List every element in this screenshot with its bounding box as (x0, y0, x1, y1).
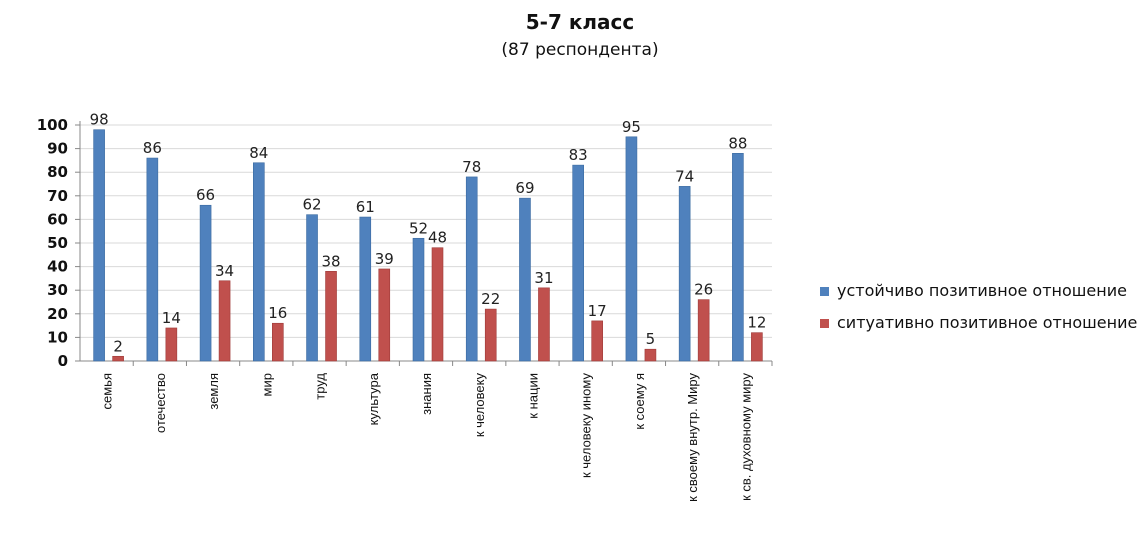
data-label: 5 (646, 330, 656, 348)
data-label: 48 (428, 229, 447, 247)
data-label: 39 (375, 250, 394, 268)
x-tick-label: отечество (153, 373, 168, 433)
chart-title: 5-7 класс (525, 10, 635, 34)
data-label: 83 (569, 146, 588, 164)
bar-series-2 (165, 327, 178, 362)
y-tick-label: 70 (47, 187, 68, 205)
bar-series-1 (306, 214, 318, 362)
x-tick-label: семья (100, 373, 115, 409)
y-tick-label: 60 (47, 210, 68, 228)
data-label: 16 (268, 304, 287, 322)
y-tick-label: 30 (47, 281, 68, 299)
y-tick-label: 40 (47, 258, 68, 276)
bar-series-2 (325, 271, 337, 362)
x-tick-label: к св. духовному миру (738, 373, 753, 501)
x-tick-label: земля (206, 373, 221, 410)
bar-series-1 (146, 157, 159, 362)
data-label: 34 (215, 262, 234, 280)
data-label: 86 (143, 139, 162, 157)
bar-series-1 (199, 204, 212, 362)
bar-series-2 (218, 280, 231, 362)
data-label: 69 (515, 179, 534, 197)
bar-series-1 (732, 153, 744, 362)
x-tick-label: к человеку (472, 373, 487, 438)
y-tick-label: 20 (47, 305, 68, 323)
data-label: 2 (113, 337, 123, 355)
y-tick-label: 50 (47, 234, 68, 252)
data-label: 98 (90, 111, 109, 129)
bar-series-2 (484, 308, 497, 362)
bar-series-2 (378, 268, 391, 362)
data-label: 74 (675, 167, 694, 185)
bar-series-1 (412, 237, 425, 362)
x-tick-label: к человеку иному (579, 373, 594, 479)
bar-series-1 (359, 216, 372, 362)
data-label: 14 (162, 309, 181, 327)
data-label: 31 (534, 269, 553, 287)
chart-subtitle: (87 респондента) (501, 40, 659, 60)
x-tick-label: мир (259, 373, 274, 396)
x-tick-label: знания (419, 373, 434, 415)
bar-series-2 (538, 287, 550, 362)
data-label: 95 (622, 118, 641, 136)
data-label: 12 (747, 314, 766, 332)
bar-series-2 (591, 320, 603, 362)
x-tick-label: труд (313, 373, 328, 400)
bar-series-1 (253, 162, 265, 362)
bar-series-2 (272, 322, 284, 362)
data-label: 84 (249, 144, 268, 162)
legend-label-series-2: ситуативно позитивное отношение (837, 313, 1138, 332)
bar-series-2 (644, 348, 657, 362)
data-label: 17 (588, 302, 607, 320)
data-label: 61 (356, 198, 375, 216)
legend-label-series-1: устойчиво позитивное отношение (837, 281, 1127, 300)
y-tick-label: 0 (58, 352, 68, 370)
data-label: 26 (694, 281, 713, 299)
x-tick-label: культура (366, 372, 381, 425)
data-label: 22 (481, 290, 500, 308)
bar-series-2 (431, 247, 444, 362)
legend-swatch-series-2 (820, 319, 829, 328)
y-tick-label: 90 (47, 140, 68, 158)
data-label: 78 (462, 158, 481, 176)
bar-series-2 (112, 355, 124, 362)
legend-item-series-2: ситуативно позитивное отношение (820, 312, 1139, 334)
legend-swatch-series-1 (820, 287, 829, 296)
chart-legend: устойчиво позитивное отношение ситуативн… (820, 280, 1139, 344)
x-tick-label: к своему внутр. Миру (685, 373, 700, 502)
bar-series-1 (625, 136, 638, 362)
y-tick-label: 10 (47, 328, 68, 346)
data-label: 62 (302, 196, 321, 214)
data-label: 38 (321, 252, 340, 270)
data-label: 52 (409, 219, 428, 237)
bar-series-2 (751, 332, 763, 362)
data-label: 88 (728, 134, 747, 152)
bar-series-1 (93, 129, 105, 362)
y-tick-label: 100 (37, 116, 68, 134)
bar-series-1 (519, 197, 531, 362)
bar-series-2 (697, 299, 710, 362)
x-tick-label: к нации (525, 373, 540, 419)
legend-item-series-1: устойчиво позитивное отношение (820, 280, 1139, 302)
x-tick-label: к соему я (632, 373, 647, 430)
bar-series-1 (465, 176, 478, 362)
bar-series-1 (678, 186, 691, 362)
bar-series-1 (572, 164, 584, 362)
data-label: 66 (196, 186, 215, 204)
y-tick-label: 80 (47, 163, 68, 181)
